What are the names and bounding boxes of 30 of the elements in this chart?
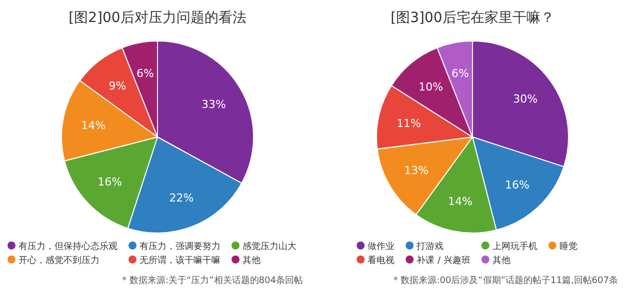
- data-label: 6%: [452, 66, 469, 80]
- legend-label: 开心，感觉不到压力: [18, 255, 100, 266]
- chart-title: [图2]00后对压力问题的看法: [68, 10, 246, 26]
- data-label: 16%: [504, 178, 530, 192]
- data-label: 10%: [418, 80, 444, 94]
- data-label: 14%: [81, 118, 106, 132]
- data-label: 22%: [169, 192, 194, 205]
- data-label: 33%: [201, 98, 226, 111]
- data-label: 11%: [396, 116, 422, 130]
- data-label: 16%: [98, 176, 122, 189]
- legend-label: 有压力，强调要努力: [140, 241, 220, 252]
- legend-label: 打游戏: [416, 241, 444, 252]
- text: * 数据来源:关于“压力”相关话题的804条回帖: [122, 275, 303, 286]
- legend-label: 补课 / 兴趣班: [416, 255, 470, 266]
- legend-label: 其他: [492, 255, 510, 266]
- legend-label: 无所谓，该干嘛干嘛: [140, 255, 220, 266]
- text: * 数据来源:00后涉及“假期”话题的帖子11篇,回帖607条: [393, 275, 618, 286]
- data-label: 30%: [513, 92, 538, 106]
- data-label: 9%: [108, 79, 126, 92]
- legend-label: 看电视: [368, 255, 395, 266]
- data-label: 13%: [404, 164, 429, 178]
- legend-label: 其他: [242, 255, 260, 266]
- data-label: 14%: [448, 195, 472, 208]
- legend-label: 感觉压力山大: [242, 241, 296, 252]
- chart-title: [图3]00后宅在家里干嘛？: [390, 10, 554, 26]
- data-label: 6%: [136, 66, 154, 80]
- legend-label: 有压力，但保持心态乐观: [18, 241, 118, 252]
- legend-label: 上网玩手机: [492, 241, 538, 252]
- legend-label: 睡觉: [559, 241, 578, 252]
- legend-label: 做作业: [368, 241, 395, 252]
